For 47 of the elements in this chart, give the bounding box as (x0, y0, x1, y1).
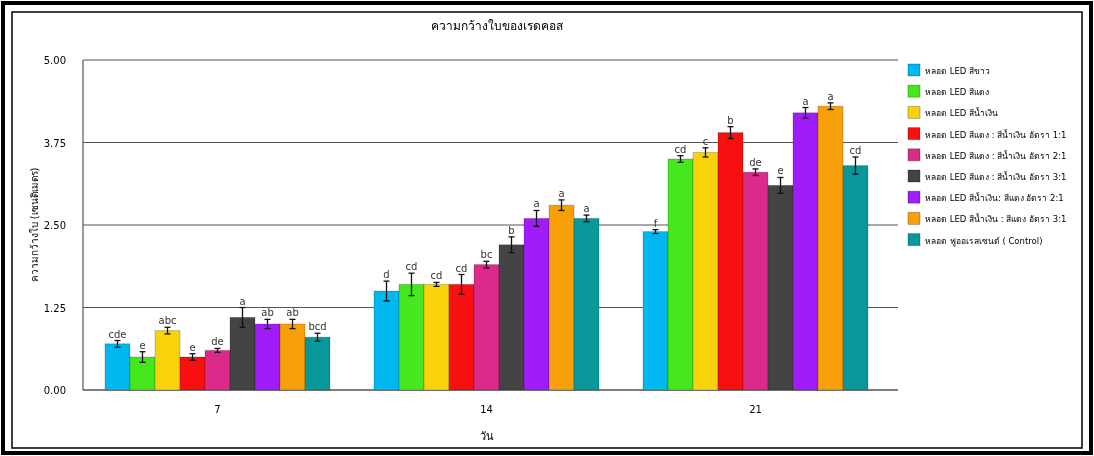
data-label: a (827, 90, 834, 102)
y-tick-label: 2.50 (43, 220, 66, 231)
data-label: a (558, 187, 565, 199)
legend-label: หลอด LED สีแดง (925, 87, 990, 98)
y-tick-label: 3.75 (43, 137, 66, 149)
data-label: cde (108, 328, 127, 340)
x-tick-label: 7 (214, 404, 221, 415)
data-label: e (189, 341, 196, 353)
legend-label: หลอด LED สีน้ำเงิน (925, 107, 999, 119)
data-label: a (239, 295, 246, 307)
legend-label: หลอด ฟูออเรสเซนต์ ( Control) (925, 235, 1043, 247)
data-label: abc (158, 315, 177, 327)
y-tick-label: 1.25 (43, 302, 66, 314)
data-label: e (139, 339, 146, 351)
x-tick-label: 14 (480, 404, 493, 415)
data-label: cd (674, 143, 687, 155)
data-label: a (533, 198, 540, 210)
data-label: ab (261, 307, 274, 319)
data-label: b (508, 224, 515, 236)
legend-label: หลอด LED สีแดง : สีน้ำเงิน อัตรา 1:1 (925, 128, 1067, 140)
data-label: cd (430, 270, 443, 282)
y-tick-label: 5.00 (43, 55, 66, 66)
data-label: de (749, 156, 762, 168)
data-label: a (583, 203, 590, 215)
data-label: cd (405, 261, 418, 273)
data-label: f (653, 217, 658, 229)
data-label: bcd (308, 321, 327, 333)
legend-label: หลอด LED สีแดง : สีน้ำเงิน อัตรา 2:1 (925, 149, 1067, 161)
legend-label: หลอด LED สีน้ำเงิน: สีแดง อัตรา 2:1 (925, 192, 1064, 204)
data-label: cd (455, 262, 468, 274)
data-label: ab (286, 307, 299, 319)
y-axis-title: ความกว้างใบ (เซนติเมตร) (29, 167, 40, 283)
legend-label: หลอด LED สีแดง : สีน้ำเงิน อัตรา 3:1 (925, 171, 1067, 182)
data-label: de (211, 336, 224, 348)
legend-label: หลอด LED สีขาว (925, 66, 991, 76)
x-axis-title: วัน (479, 430, 494, 443)
data-label: bc (480, 249, 493, 261)
legend-label: หลอด LED สีน้ำเงิน : สีแดง อัตรา 3:1 (925, 213, 1067, 225)
data-label: c (702, 135, 709, 147)
data-label: d (383, 269, 390, 281)
y-tick-label: 0.00 (43, 385, 66, 396)
data-label: e (777, 165, 784, 177)
data-label: b (727, 114, 734, 126)
data-label: cd (849, 145, 862, 157)
chart-title: ความกว้างใบของเรดคอส (431, 19, 564, 33)
data-label: a (802, 95, 809, 107)
x-tick-label: 21 (749, 404, 762, 415)
